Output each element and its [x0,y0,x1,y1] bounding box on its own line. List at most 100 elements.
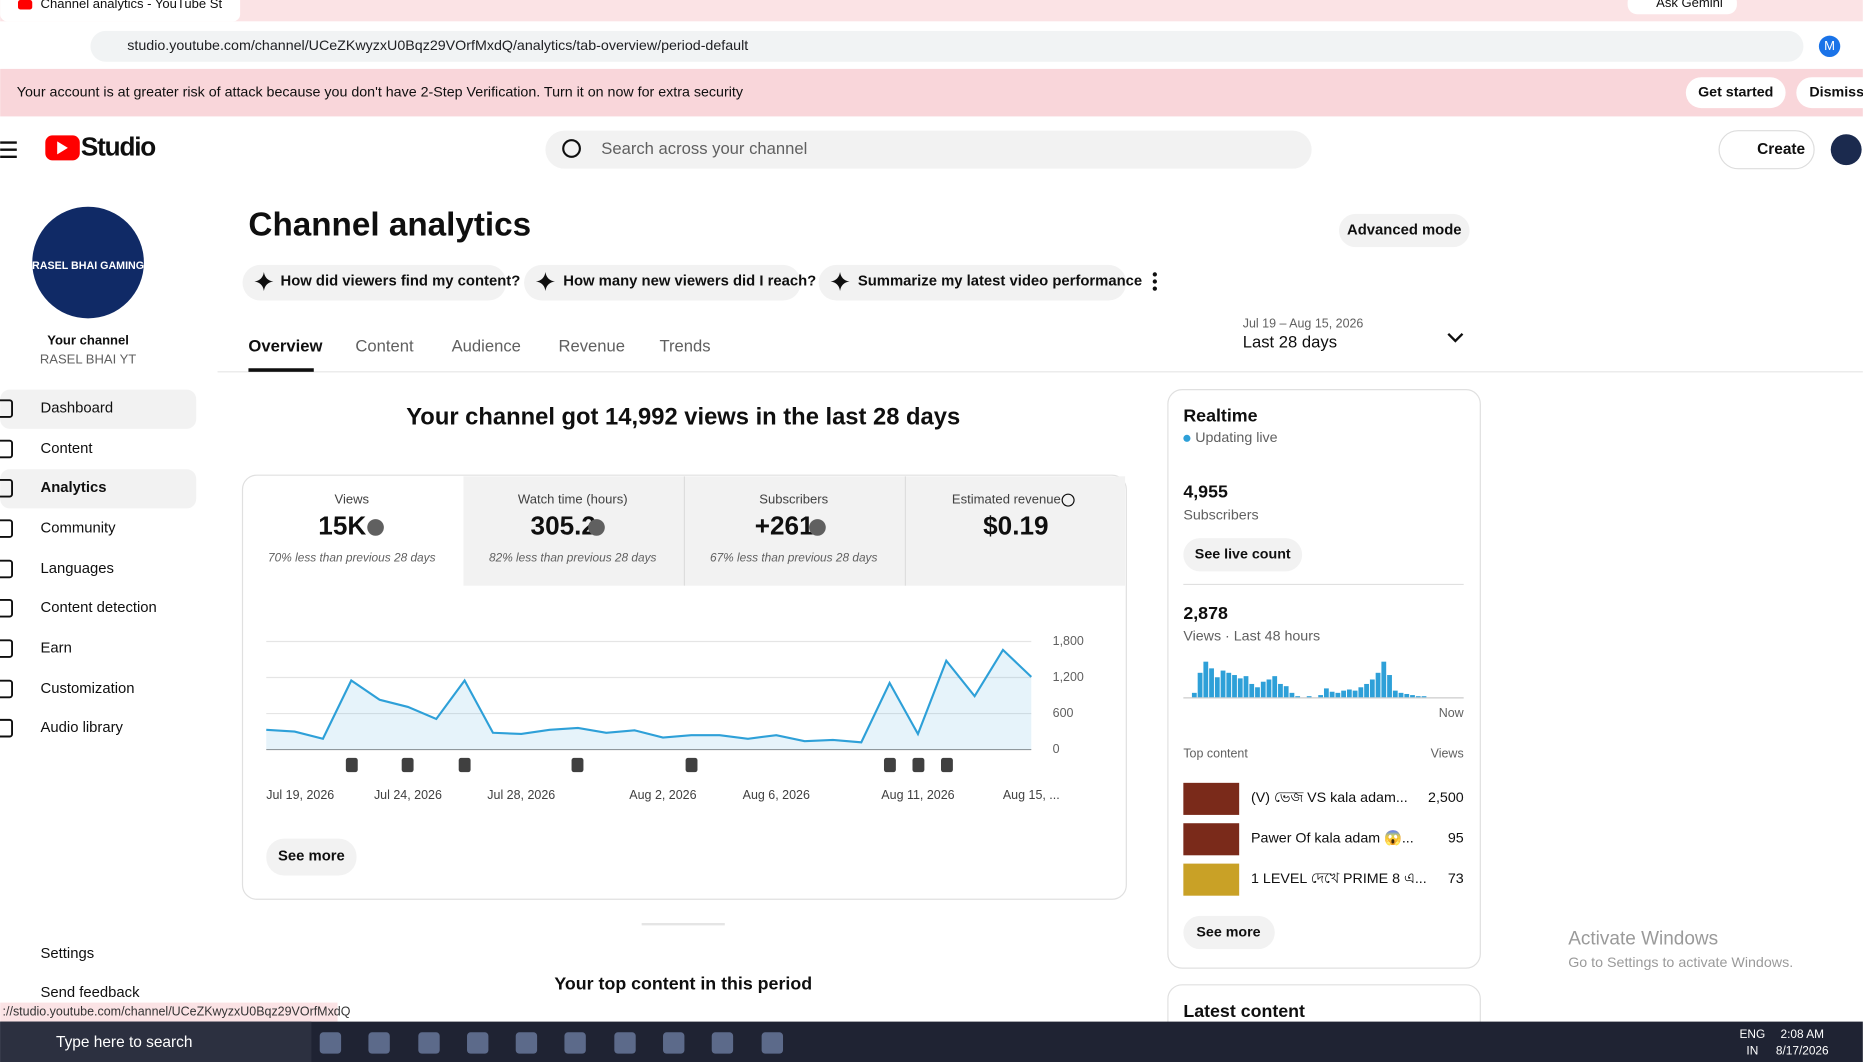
address-bar[interactable] [90,30,1804,62]
taskbar-app[interactable] [711,1032,734,1054]
taskbar-app[interactable] [614,1032,636,1054]
bar [1255,687,1260,698]
sparkle-icon [254,272,274,292]
tab-label: Overview [248,336,322,355]
video-title: (V) ভেজ VS kala adam... [1251,790,1408,806]
thumbnail[interactable] [1183,782,1240,815]
url: studio.youtube.com/channel/UCeZKwyzxU0Bq… [127,38,748,54]
prompt-chip-label: How many new viewers did I reach? [563,273,816,289]
metric-label: Watch time (hours) [518,492,628,507]
period-chevron[interactable] [1447,332,1464,343]
period: Last 28 days [1243,333,1337,352]
x-tick-label: Aug 15, ... [1003,788,1060,802]
search-icon [562,139,581,158]
taskbar-search[interactable] [0,1021,312,1062]
prompt-chip[interactable] [818,264,1127,301]
nav-item: Settings [41,946,95,962]
thumbnail[interactable] [1183,823,1240,856]
x-tick-label: Aug 11, 2026 [881,788,954,802]
more-icon[interactable] [1152,272,1157,277]
taskbar-app[interactable] [663,1032,685,1054]
taskbar-app[interactable] [467,1032,489,1054]
taskbar-search-text: Type here to search [56,1034,192,1051]
area [266,649,1032,750]
search-box[interactable] [545,130,1312,169]
page-title: Channel analytics [248,207,531,244]
nav-icon [0,639,13,658]
nav-item: Earn [41,641,72,657]
nav-item: Community [41,521,117,537]
metric-value: $0.19 [983,510,1048,540]
nav-icon [0,718,13,738]
profile[interactable] [1818,35,1841,58]
metric-label: Views [335,492,370,507]
metric-tabs-bg [463,476,1126,586]
down-icon [588,519,605,536]
stat-value: 2,878 [1183,603,1228,623]
channel-avatar[interactable] [32,206,144,319]
prompt-chip[interactable] [242,264,507,301]
tab-underline [248,368,314,372]
bar [1266,679,1272,698]
logo-play [57,141,68,155]
button-label: Dismiss [1809,84,1863,100]
y-tick-label: 1,800 [1053,634,1084,648]
avatar-text: RASEL BHAI GAMING [32,260,144,272]
card-title: Realtime [1183,406,1257,426]
taskbar-app[interactable] [368,1032,390,1054]
tab[interactable] [0,0,241,22]
get-started-button[interactable] [1685,77,1786,109]
nav-icon [0,559,13,579]
event-icon [458,757,471,773]
taskbar-app[interactable] [515,1032,538,1054]
live-count-button[interactable] [1183,538,1303,572]
taskbar-app[interactable] [564,1032,586,1054]
prompt-chip-label: How did viewers find my content? [281,273,521,289]
bar [1346,689,1352,698]
see-more-button[interactable] [266,838,357,876]
line [266,648,1033,744]
see-more-button[interactable] [1183,915,1275,950]
bar [1295,696,1301,698]
taskbar-app[interactable] [761,1032,784,1054]
thumbnail[interactable] [1183,863,1240,896]
account-avatar[interactable] [1830,134,1862,166]
bar [1272,676,1278,698]
more-icon [1152,279,1157,284]
banner-text: Your account is at greater risk of attac… [17,84,744,100]
bar [1410,695,1415,698]
bar [1260,681,1266,698]
nav-item: Languages [41,561,114,577]
create-button[interactable] [1718,130,1815,170]
event-icon [883,757,896,773]
menu-icon[interactable] [0,141,17,158]
taskbar-app[interactable] [418,1032,440,1054]
nav-icon [0,399,13,418]
tab-label: Revenue [558,336,625,355]
nav-item: Customization [41,681,135,697]
dismiss-button[interactable] [1796,77,1863,109]
advanced-mode-button[interactable] [1338,213,1470,248]
realtime-card [1167,389,1481,969]
bar [1197,672,1203,698]
bar [1278,683,1283,698]
nav-icon [0,598,13,618]
down-icon [367,519,384,536]
event-icon [401,757,414,773]
gemini-button[interactable] [1627,0,1737,15]
nav-icon [0,439,13,459]
metric-value: 305.2 [531,510,596,540]
taskbar-app[interactable] [319,1032,342,1054]
gemini-label: Ask Gemini [1656,0,1723,10]
video-title: 1 LEVEL দেখে PRIME 8 এ... [1251,871,1427,887]
watermark: Activate Windows [1568,929,1718,950]
bar [1398,692,1404,698]
channel-label: Your channel [47,332,129,347]
prompt-chip[interactable] [524,264,801,301]
y-tick-label: 600 [1053,706,1074,720]
nav-item: Analytics [41,480,107,496]
stat-label: Subscribers [1183,507,1258,523]
tab-icon [17,0,33,10]
watermark: Go to Settings to activate Windows. [1568,955,1793,971]
